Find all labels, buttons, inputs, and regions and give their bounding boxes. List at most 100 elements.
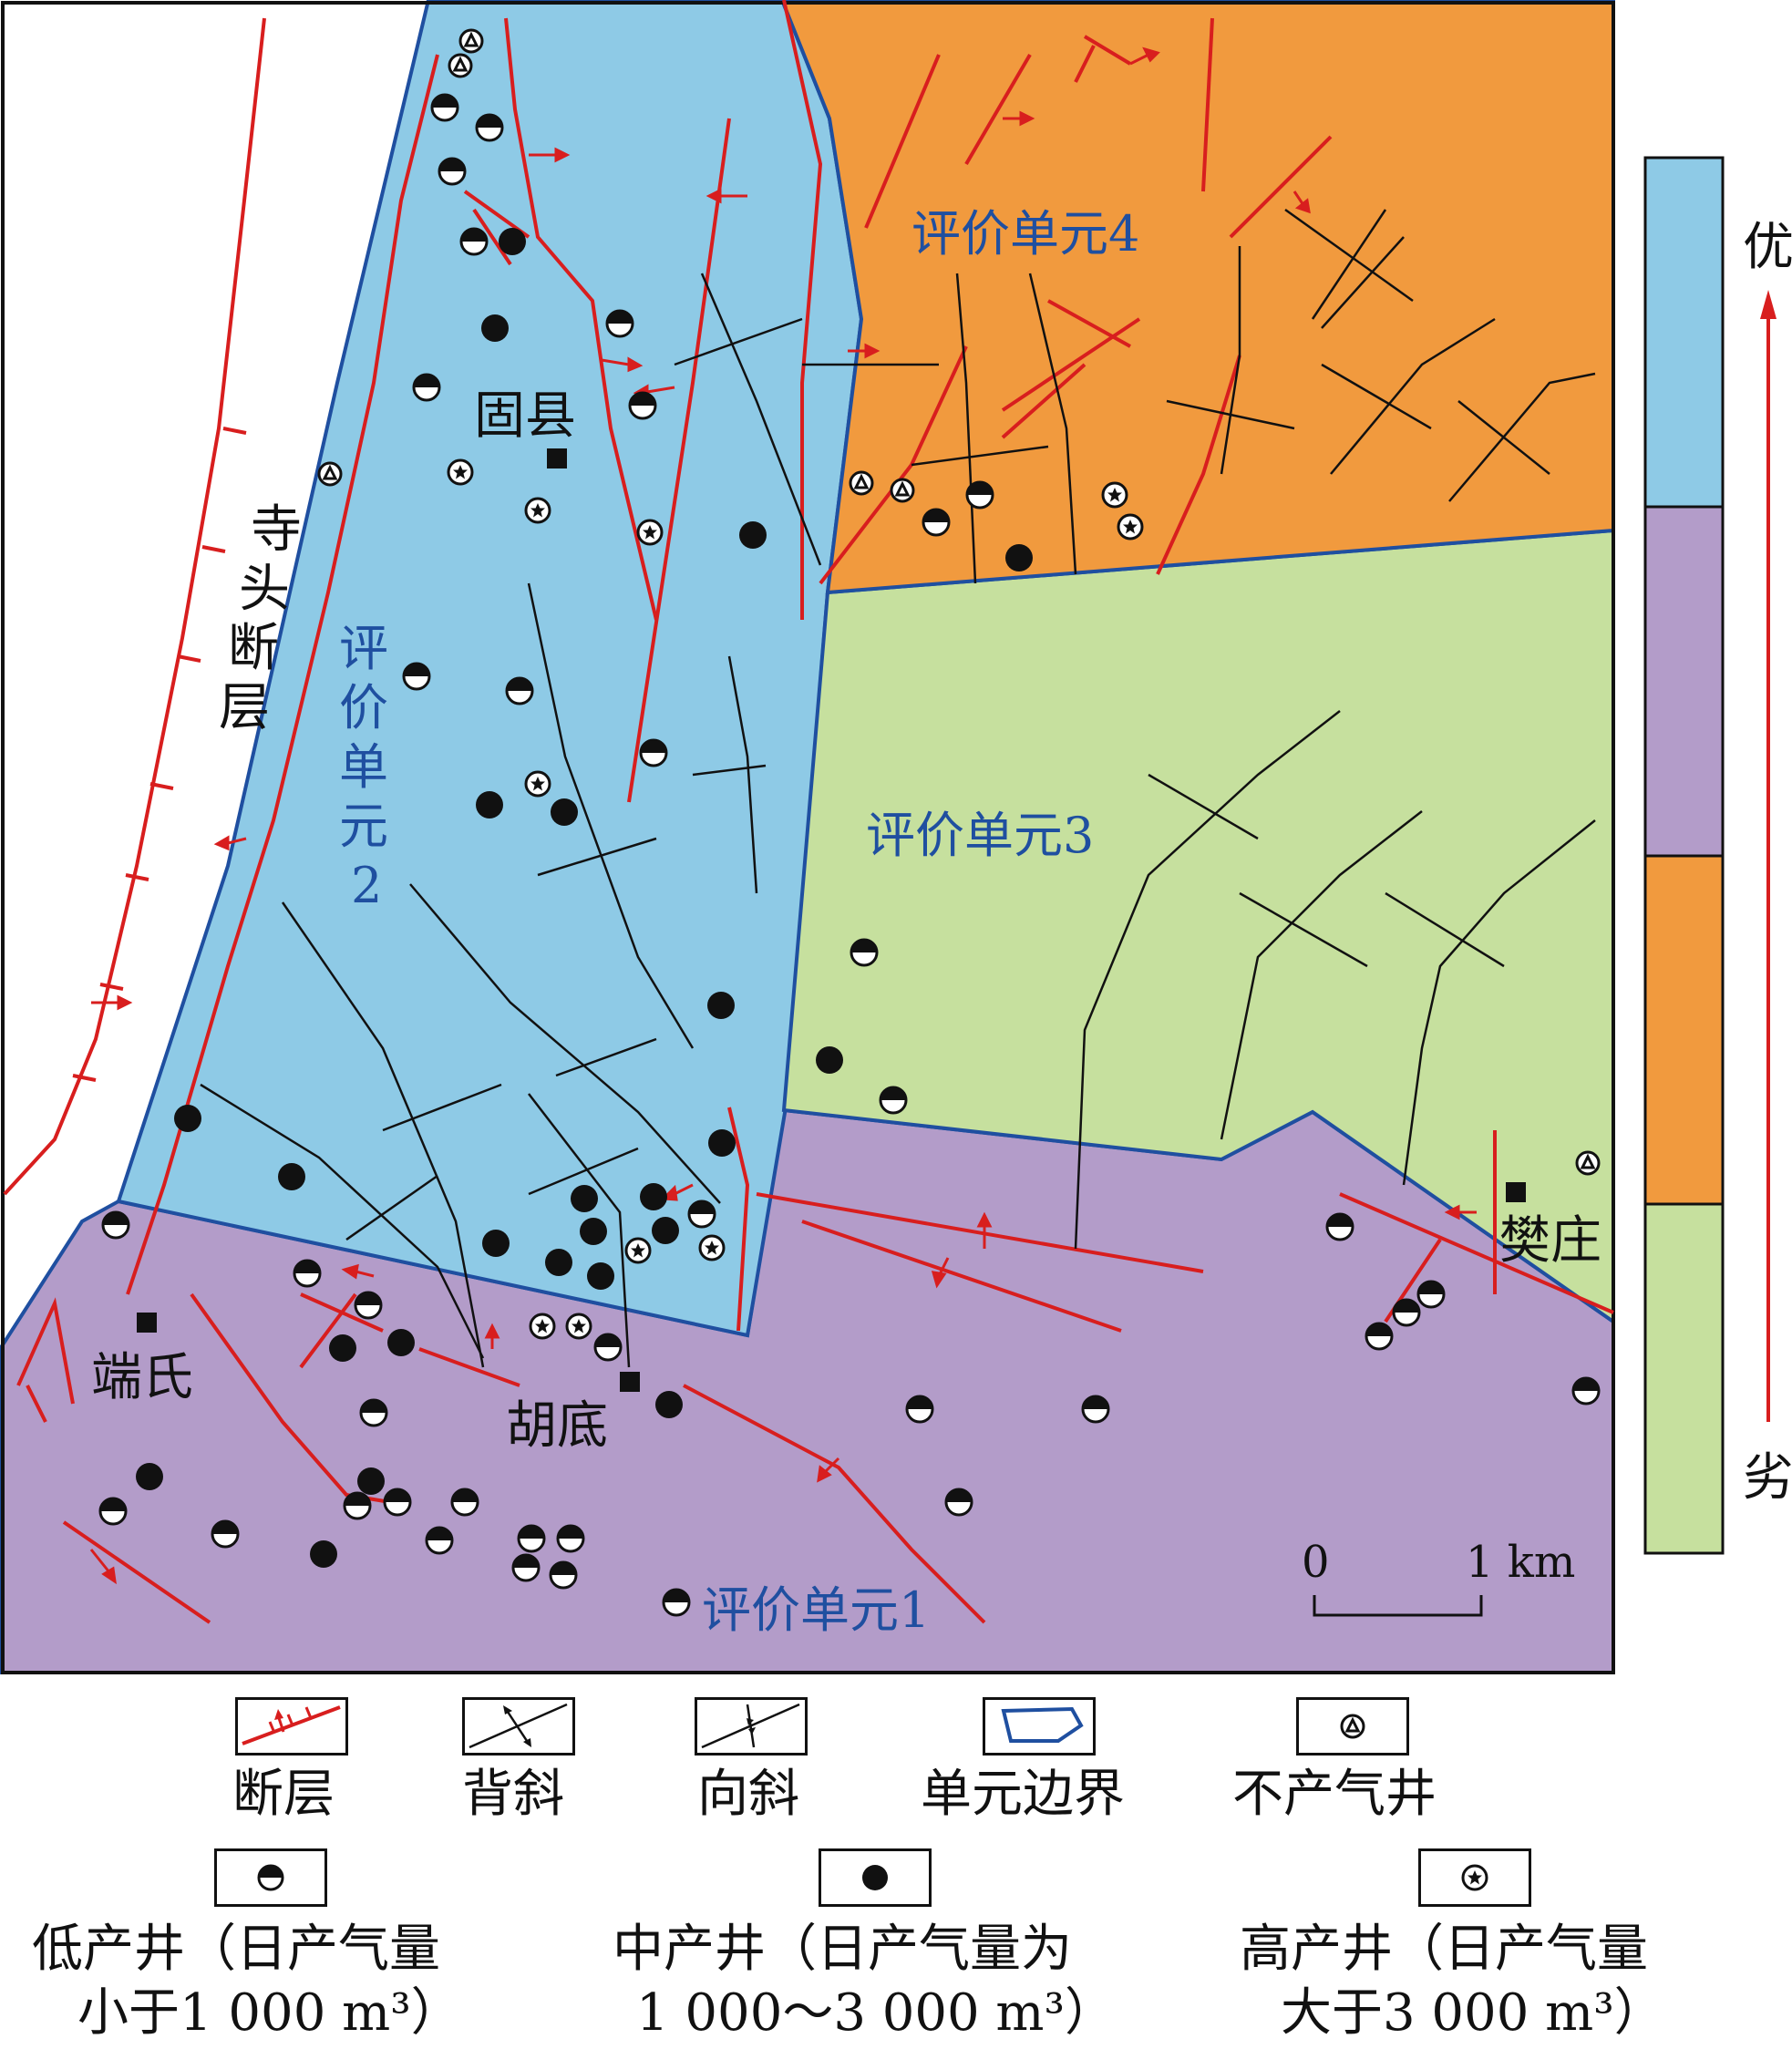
unit-2-char: 评	[339, 620, 388, 677]
mid-well	[571, 1185, 598, 1212]
evaluation-unit-4-area	[779, 0, 1615, 595]
low-production-wells	[98, 93, 1601, 1617]
legend-syncline-label: 向斜	[697, 1765, 799, 1824]
sitou-fault-char: 断	[228, 619, 279, 678]
high-well	[624, 1237, 652, 1264]
unit-3-label: 评价单元3	[866, 807, 1094, 864]
low-well	[1392, 1298, 1421, 1327]
mid-well	[310, 1540, 337, 1568]
mid-well	[739, 521, 767, 549]
low-well	[628, 391, 657, 420]
low-well	[1325, 1212, 1354, 1241]
legend-fault-swatch	[235, 1697, 348, 1756]
low-well	[687, 1200, 716, 1229]
legend-boundary-label: 单元边界	[921, 1765, 1125, 1824]
high-well	[447, 458, 474, 486]
legend-high-well-line1: 高产井（日产气量	[1240, 1920, 1648, 1979]
medium-production-wells	[136, 228, 1033, 1568]
legend-low-well-swatch	[214, 1848, 327, 1907]
low-well	[593, 1333, 623, 1362]
dry-well	[849, 470, 874, 496]
sitou-fault-char: 层	[219, 678, 270, 737]
unit-2-char: 单	[339, 738, 388, 796]
mid-well	[481, 314, 509, 342]
dry-well	[1575, 1150, 1601, 1176]
mid-well	[357, 1467, 385, 1495]
low-well	[1081, 1395, 1110, 1424]
rating-tier-4	[1643, 1202, 1725, 1555]
mid-well	[278, 1163, 305, 1190]
legend-anticline-label: 背斜	[462, 1765, 564, 1824]
sitou-fault-label: 寺 头 断 层	[219, 500, 302, 737]
scale-zero: 0	[1302, 1537, 1330, 1588]
high-well	[529, 1313, 556, 1340]
low-well	[293, 1259, 322, 1288]
mid-well	[545, 1249, 572, 1276]
dry-well	[890, 478, 915, 503]
low-well	[517, 1524, 546, 1553]
legend-dry-well-label: 不产气井	[1232, 1765, 1437, 1824]
high-well	[698, 1234, 726, 1261]
unit-2-char: 价	[339, 679, 388, 736]
unit-1-label: 评价单元1	[702, 1581, 930, 1639]
high-well	[524, 770, 551, 798]
low-well	[450, 1488, 479, 1517]
low-well	[425, 1526, 454, 1555]
low-well	[359, 1398, 388, 1427]
low-well	[343, 1491, 372, 1520]
low-well	[639, 738, 668, 767]
town-marker-duanshi	[137, 1313, 157, 1333]
mid-well	[1005, 544, 1033, 571]
unit-2-label: 评 价 单 元 2	[339, 620, 388, 914]
mid-well	[499, 228, 526, 255]
legend-high-well-line2: 大于3 000 m³）	[1281, 1983, 1665, 2043]
rating-tier-1	[1643, 156, 1725, 509]
legend-low-well-line2: 小于1 000 m³）	[77, 1983, 462, 2043]
place-guxian: 固县	[474, 386, 576, 446]
mid-well	[640, 1183, 667, 1210]
low-well	[1571, 1376, 1601, 1405]
legend-mid-well-swatch	[819, 1848, 932, 1907]
mid-well	[708, 1129, 736, 1157]
rating-bar: 优 劣	[1643, 156, 1792, 1555]
mid-well	[482, 1230, 510, 1257]
legend-high-well-swatch	[1418, 1848, 1531, 1907]
low-well	[662, 1588, 691, 1617]
low-well	[383, 1488, 412, 1517]
low-well	[1365, 1322, 1394, 1351]
mid-well	[136, 1463, 163, 1490]
sitou-fault	[3, 17, 266, 1196]
low-well	[922, 508, 951, 537]
map-frame	[1, 1, 1615, 1674]
sitou-fault-char: 寺	[251, 500, 302, 560]
sitou-fault-char: 头	[239, 560, 290, 619]
fold-axes	[200, 208, 1596, 1368]
high-production-wells	[447, 458, 1144, 1340]
low-well	[905, 1395, 934, 1424]
dry-well	[317, 461, 343, 487]
low-well	[402, 662, 431, 691]
mid-well	[816, 1046, 843, 1074]
mid-well	[655, 1391, 683, 1418]
low-well	[475, 113, 504, 142]
mid-well	[174, 1105, 201, 1132]
low-well	[965, 480, 994, 510]
scale-one: 1 km	[1466, 1537, 1575, 1588]
mid-well	[476, 791, 503, 819]
low-well	[412, 373, 441, 402]
low-well	[1416, 1280, 1446, 1309]
unit-4-label: 评价单元4	[911, 205, 1139, 263]
low-well	[211, 1519, 240, 1549]
legend-mid-well-line2: 1 000～3 000 m³）	[636, 1983, 1116, 2043]
low-well	[605, 309, 634, 338]
low-well	[438, 157, 467, 186]
town-markers	[137, 448, 1526, 1392]
low-well	[505, 676, 534, 705]
low-well	[850, 938, 879, 967]
low-well	[354, 1291, 383, 1320]
dry-well	[448, 53, 473, 78]
dry-wells	[317, 28, 1601, 1176]
mid-well	[387, 1329, 415, 1356]
legend-syncline-swatch	[695, 1697, 808, 1756]
